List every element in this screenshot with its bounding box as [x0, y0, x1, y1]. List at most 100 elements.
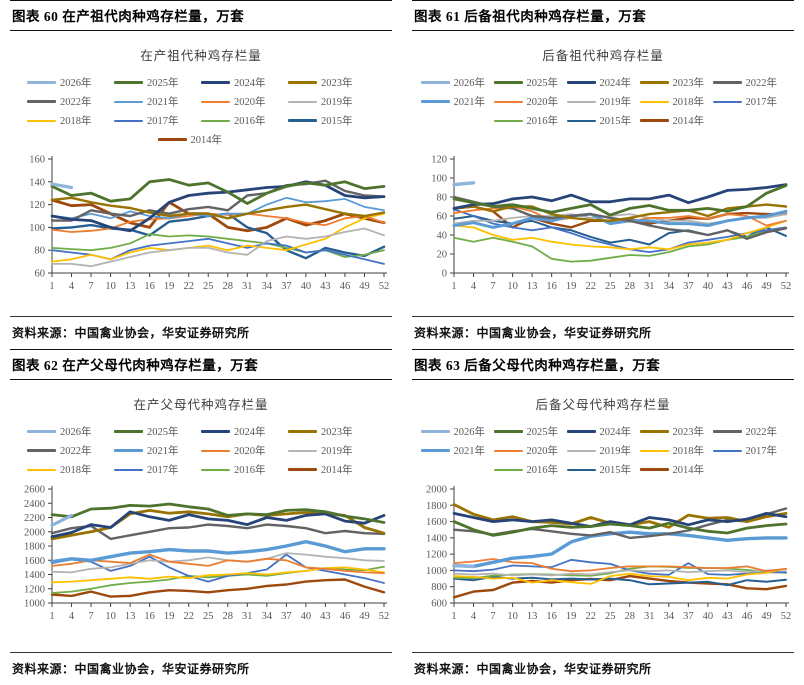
legend-swatch	[493, 81, 523, 84]
legend-swatch	[27, 80, 56, 85]
y-tick-label: 40	[437, 231, 448, 242]
x-tick-label: 46	[340, 611, 351, 622]
y-tick-label: 600	[431, 599, 447, 610]
legend-label: 2014年	[190, 135, 223, 146]
legend-item-2018: 2018年	[27, 460, 114, 479]
series-line-2024	[452, 183, 788, 210]
legend-item-2025: 2025年	[493, 422, 567, 441]
x-tick-label: 52	[379, 281, 390, 292]
legend-swatch	[639, 449, 669, 452]
legend-swatch	[27, 119, 56, 122]
legend-item-2023: 2023年	[639, 422, 713, 441]
legend-swatch	[712, 449, 742, 452]
legend-item-2020: 2020年	[493, 92, 567, 111]
series-line-2022	[50, 523, 386, 541]
figure-63-source-note: 资料来源：中国禽业协会，华安证券研究所	[412, 652, 794, 685]
x-tick-label: 13	[527, 611, 538, 622]
y-tick-label: 0	[442, 269, 447, 280]
series-line-2017	[51, 553, 385, 584]
y-tick-label: 80	[35, 246, 46, 257]
y-tick-label: 1600	[24, 556, 45, 567]
legend-label: 2025年	[147, 427, 179, 438]
legend-swatch	[566, 468, 596, 471]
x-tick-label: 28	[625, 611, 636, 622]
legend-label: 2024年	[599, 427, 632, 438]
y-tick-label: 120	[29, 200, 45, 211]
series-line-2020	[453, 558, 787, 573]
legend-label: 2018年	[60, 465, 92, 476]
legend-label: 2018年	[60, 116, 92, 127]
series-line-2025	[50, 178, 386, 205]
x-tick-label: 34	[262, 281, 273, 292]
legend-item-2025: 2025年	[114, 73, 201, 92]
chart-62-legend: 2026年 2025年 2024年 2023年 2022年 2021年 2020年 2019年…	[10, 422, 392, 479]
y-tick-label: 1000	[24, 599, 45, 610]
x-tick-label: 25	[203, 611, 214, 622]
y-tick-label: 2400	[24, 499, 45, 510]
x-tick-label: 28	[625, 281, 636, 292]
legend-label: 2020年	[526, 446, 559, 457]
chart-63-plot: 600 800 1000 1200 1400 1600 1800 2000 1 4 7 10 13 16 1…	[426, 485, 791, 623]
legend-label: 2019年	[599, 446, 632, 457]
x-tick-label: 19	[566, 281, 577, 292]
legend-item-2023: 2023年	[288, 73, 375, 92]
x-tick-label: 16	[144, 611, 155, 622]
x-tick-label: 19	[164, 611, 175, 622]
y-tick-label: 1200	[24, 584, 45, 595]
legend-label: 2022年	[745, 427, 778, 438]
figure-61-source-note: 资料来源：中国禽业协会，华安证券研究所	[412, 316, 794, 349]
series-line-2021	[452, 530, 788, 569]
legend-swatch	[288, 81, 317, 84]
x-tick-label: 25	[605, 281, 616, 292]
legend-swatch	[639, 468, 669, 471]
legend-swatch	[27, 429, 56, 434]
legend-item-2023: 2023年	[288, 422, 375, 441]
x-tick-label: 16	[144, 281, 155, 292]
legend-swatch	[114, 430, 143, 433]
x-tick-label: 31	[242, 611, 253, 622]
figure-63-panel: 图表 63 后备父母代肉种鸡存栏量，万套 后备父母代种鸡存栏量 2026年 202…	[402, 349, 804, 685]
x-tick-label: 34	[262, 611, 273, 622]
legend-swatch	[288, 119, 317, 122]
legend-item-2019: 2019年	[566, 92, 640, 111]
y-tick-label: 160	[29, 155, 45, 166]
x-tick-label: 34	[664, 611, 675, 622]
series-line-2025	[452, 520, 788, 537]
legend-label: 2021年	[147, 446, 179, 457]
legend-swatch	[201, 430, 230, 433]
x-tick-label: 25	[203, 281, 214, 292]
legend-swatch	[201, 81, 230, 84]
y-tick-label: 2600	[24, 485, 45, 496]
legend-item-2016: 2016年	[201, 111, 288, 130]
legend-label: 2026年	[60, 78, 92, 89]
figure-62-source-note: 资料来源：中国禽业协会，华安证券研究所	[10, 652, 392, 685]
figure-63-title: 图表 63 后备父母代肉种鸡存栏量，万套	[412, 349, 794, 380]
legend-label: 2022年	[60, 446, 92, 457]
legend-swatch	[639, 81, 669, 84]
legend-item-2016: 2016年	[201, 460, 288, 479]
figure-61-panel: 图表 61 后备祖代肉种鸡存栏量，万套 后备祖代种鸡存栏量 2026年 2025年…	[402, 0, 804, 349]
legend-swatch	[712, 430, 742, 433]
legend-item-2019: 2019年	[566, 441, 640, 460]
legend-label: 2015年	[599, 465, 632, 476]
x-tick-label: 37	[281, 611, 292, 622]
legend-swatch	[566, 81, 596, 84]
legend-label: 2018年	[672, 446, 705, 457]
legend-label: 2017年	[745, 97, 778, 108]
legend-item-2018: 2018年	[639, 441, 713, 460]
legend-label: 2020年	[234, 446, 266, 457]
figure-60-panel: 图表 60 在产祖代肉种鸡存栏量，万套 在产祖代种鸡存栏量 2026年 2025年…	[0, 0, 402, 349]
series-line-2022	[50, 179, 386, 222]
series-line-2019	[51, 227, 385, 268]
legend-swatch	[27, 449, 56, 452]
x-tick-label: 22	[585, 281, 596, 292]
chart-60-plot: 60 80 100 120 140 160 1 4 7 10 13 16 19 22 25 28 31 34 37 4…	[29, 155, 390, 293]
chart-60-legend: 2026年 2025年 2024年 2023年 2022年 2021年 2020年 2019年…	[10, 73, 392, 149]
legend-item-2022: 2022年	[712, 422, 786, 441]
legend-swatch	[493, 468, 523, 471]
x-tick-label: 28	[223, 281, 234, 292]
series-line-2023	[50, 196, 386, 220]
legend-item-2024: 2024年	[201, 422, 288, 441]
x-tick-label: 7	[88, 281, 93, 292]
